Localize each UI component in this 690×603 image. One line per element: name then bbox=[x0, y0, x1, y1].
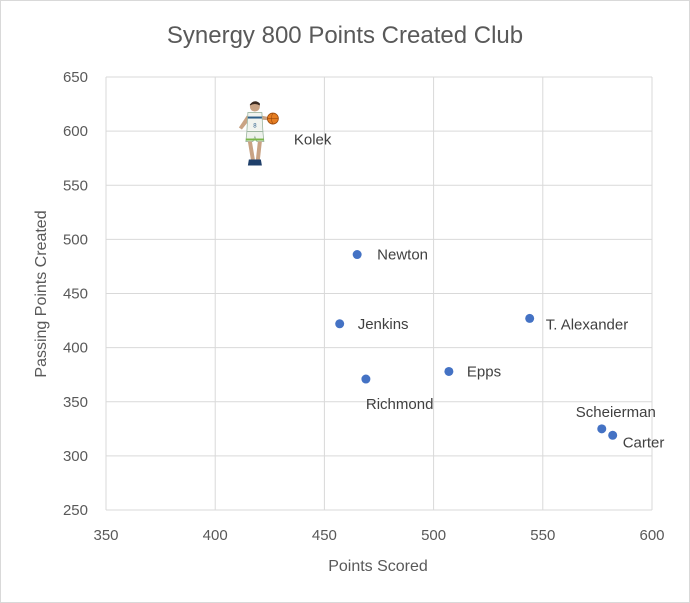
data-label: T. Alexander bbox=[546, 316, 629, 333]
x-axis-title: Points Scored bbox=[328, 558, 428, 575]
gridlines bbox=[105, 76, 653, 511]
data-point-scheierman bbox=[597, 424, 607, 434]
data-label: Carter bbox=[623, 434, 665, 451]
basketball-player-icon: 8 Kolek bbox=[238, 101, 332, 166]
data-point-jenkins bbox=[335, 319, 345, 329]
chart-title: Synergy 800 Points Created Club bbox=[167, 22, 523, 49]
data-label: Kolek bbox=[294, 132, 332, 149]
y-tick-label: 650 bbox=[63, 69, 88, 86]
data-label: Jenkins bbox=[358, 316, 409, 333]
data-point-newton bbox=[352, 250, 362, 260]
data-points: Newton Jenkins T. Alexander Epps Richmond Sch… bbox=[335, 247, 665, 451]
y-tick-label: 250 bbox=[63, 502, 88, 519]
data-label: Richmond bbox=[366, 396, 434, 413]
y-tick-label: 600 bbox=[63, 123, 88, 140]
data-point-epps bbox=[444, 366, 454, 376]
x-axis-ticks: 350 400 450 500 550 600 bbox=[93, 527, 664, 544]
svg-text:8: 8 bbox=[253, 124, 257, 130]
x-tick-label: 550 bbox=[530, 527, 555, 544]
data-point-carter bbox=[608, 430, 618, 440]
data-point-richmond bbox=[361, 374, 371, 384]
x-tick-label: 450 bbox=[312, 527, 337, 544]
x-tick-label: 600 bbox=[639, 527, 664, 544]
y-tick-label: 300 bbox=[63, 448, 88, 465]
x-tick-label: 400 bbox=[203, 527, 228, 544]
x-tick-label: 500 bbox=[421, 527, 446, 544]
data-point-t-alexander bbox=[525, 313, 535, 323]
data-label: Newton bbox=[377, 247, 428, 264]
y-axis-title: Passing Points Created bbox=[33, 210, 50, 377]
y-tick-label: 500 bbox=[63, 231, 88, 248]
y-tick-label: 550 bbox=[63, 177, 88, 194]
x-tick-label: 350 bbox=[93, 527, 118, 544]
data-label: Epps bbox=[467, 363, 501, 380]
y-axis-ticks: 250 300 350 400 450 500 550 600 650 bbox=[63, 69, 88, 519]
y-tick-label: 400 bbox=[63, 340, 88, 357]
data-label: Scheierman bbox=[576, 404, 656, 421]
player-figure: 8 bbox=[238, 101, 279, 166]
y-tick-label: 450 bbox=[63, 286, 88, 303]
y-tick-label: 350 bbox=[63, 394, 88, 411]
